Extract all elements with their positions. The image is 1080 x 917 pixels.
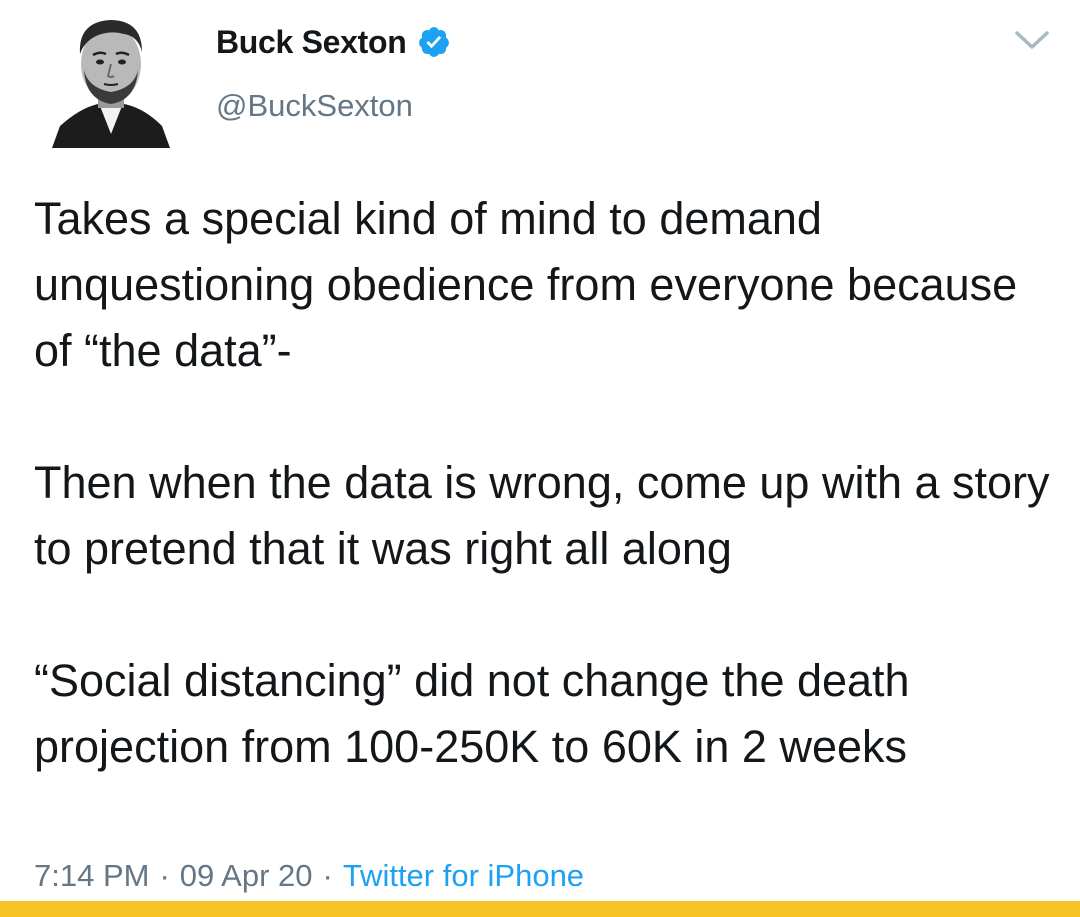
verified-badge-icon	[418, 27, 449, 57]
author-display-name[interactable]: Buck Sexton	[216, 23, 407, 60]
author-handle[interactable]: @BuckSexton	[216, 88, 413, 123]
tweet-source-link[interactable]: Twitter for iPhone	[342, 858, 585, 893]
author-avatar[interactable]	[50, 8, 172, 148]
meta-separator: ·	[322, 858, 333, 893]
tweet-paragraph: Then when the data is wrong, come up wit…	[34, 457, 1050, 574]
author-name-row[interactable]: Buck Sexton	[216, 20, 451, 64]
tweet-meta: 7:14 PM · 09 Apr 20 · Twitter for iPhone	[34, 858, 584, 894]
tweet-date[interactable]: 09 Apr 20	[179, 858, 313, 893]
tweet-paragraph: “Social distancing” did not change the d…	[34, 655, 910, 772]
tweet-time[interactable]: 7:14 PM	[34, 858, 150, 893]
chevron-down-icon[interactable]	[1014, 28, 1050, 52]
tweet-paragraph: Takes a special kind of mind to demand u…	[34, 193, 1018, 376]
meta-separator: ·	[159, 858, 170, 893]
bottom-accent-bar	[0, 901, 1080, 917]
tweet-body: Takes a special kind of mind to demand u…	[34, 186, 1064, 780]
